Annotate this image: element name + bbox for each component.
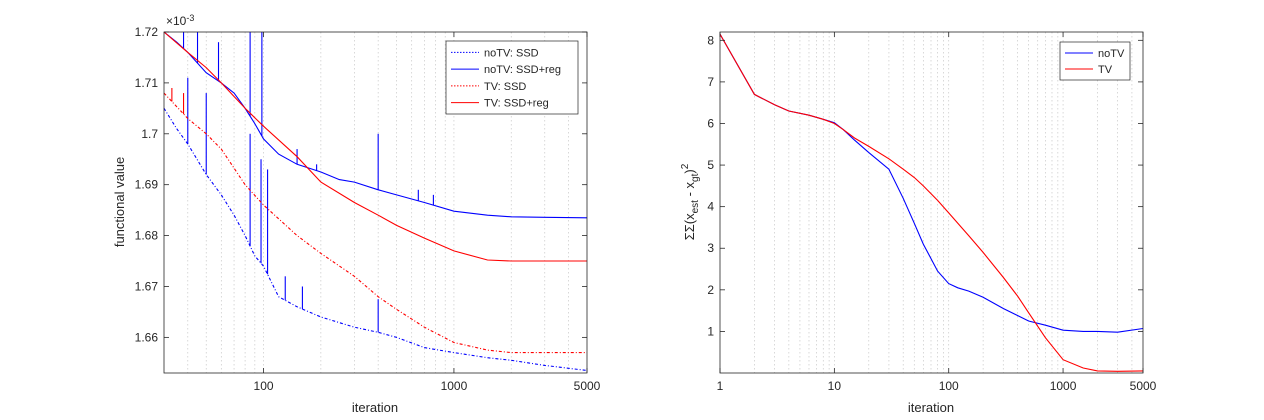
x-tick-label: 100: [254, 379, 274, 393]
series-line-1: [719, 33, 1144, 372]
y-tick-label: 4: [707, 200, 714, 214]
y-tick-label: 1.67: [135, 279, 159, 293]
y-tick-label: 1.71: [135, 76, 159, 90]
y-tick-label: 1.69: [135, 178, 159, 192]
y-axis-label: functional value: [112, 157, 127, 247]
estimation-error-chart: 1 10 100 1000 5000 1 2 3 4 5 6 7 8 iteration ΣΣ(xest…: [680, 31, 1157, 415]
legend-entry-label: TV: SSD+reg: [484, 98, 549, 110]
y-tick-label: 1.72: [135, 25, 159, 39]
x-tick-label: 1000: [1050, 379, 1077, 393]
legend-box: [445, 40, 579, 115]
x-axis-label: iteration: [352, 400, 398, 415]
y-tick-label: 7: [707, 75, 714, 89]
y-tick-label: 2: [707, 283, 714, 297]
plot-area: [720, 32, 1143, 373]
series-line-2: [163, 92, 587, 354]
x-tick-label: 10: [828, 379, 842, 393]
series-group: [719, 33, 1144, 372]
series-line-3: [163, 31, 587, 262]
y-tick-label: 6: [707, 116, 714, 130]
axes-frame: [719, 31, 1144, 374]
y-tick-label: 1.7: [141, 127, 158, 141]
legend-box: [1059, 41, 1131, 81]
x-tick-label: 5000: [1130, 379, 1157, 393]
legend-entry-label: TV: SSD: [484, 81, 526, 93]
tick-group: 100 1000 5000 1.66 1.67 1.68 1.69 1.7 1.71 1.72: [135, 25, 601, 393]
axes-frame: [163, 31, 588, 374]
legend: noTV TV: [1059, 41, 1131, 81]
legend-entry-label: noTV: SSD: [484, 47, 539, 59]
series-line-0: [163, 108, 588, 372]
legend-entry-label: TV: [1098, 64, 1113, 76]
x-axis-label: iteration: [908, 400, 954, 415]
y-tick-label: 1: [707, 324, 714, 338]
tick-group: 1 10 100 1000 5000 1 2 3 4 5 6 7 8: [707, 32, 1157, 393]
x-tick-label: 1: [717, 379, 724, 393]
series-line-1: [163, 31, 588, 219]
legend: noTV: SSD noTV: SSD+reg TV: SSD TV: SSD+reg: [445, 40, 579, 115]
y-tick-label: 3: [707, 241, 714, 255]
legend-entry-label: noTV: [1098, 48, 1125, 60]
y-axis-label: ΣΣ(xest - xgt)2: [680, 163, 701, 240]
grid-lines: [754, 32, 1133, 373]
y-tick-label: 5: [707, 158, 714, 172]
y-tick-label: 1.68: [135, 229, 159, 243]
series-group: [163, 31, 588, 372]
legend-entry-label: noTV: SSD+reg: [484, 64, 561, 76]
y-tick-label: 8: [707, 33, 714, 47]
x-tick-label: 5000: [574, 379, 601, 393]
y-tick-label: 1.66: [135, 330, 159, 344]
x-tick-label: 1000: [441, 379, 468, 393]
x-tick-label: 100: [939, 379, 959, 393]
